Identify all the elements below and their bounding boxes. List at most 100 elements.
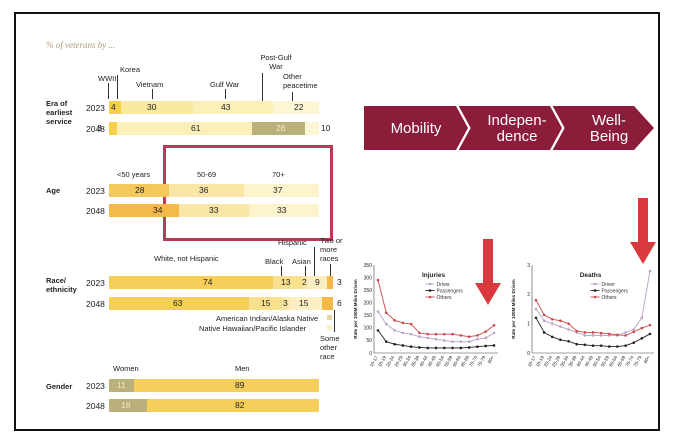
chart-1-legend-label: Passengers bbox=[602, 288, 629, 294]
chart-1-xtick: 80+ bbox=[643, 355, 651, 365]
era-marker-other: Other peacetime bbox=[283, 72, 318, 90]
chart-0-point-driver bbox=[384, 322, 388, 326]
chart-1-xtick: 18-19 bbox=[535, 355, 545, 368]
chart-0-legend-marker bbox=[428, 289, 432, 292]
chart-1-point-driver bbox=[550, 322, 554, 325]
race-2023-asian: 2 bbox=[302, 277, 307, 287]
race-group-black: Black bbox=[265, 257, 284, 266]
chart-0-point-others bbox=[384, 311, 388, 315]
era-2048-vietnam: 61 bbox=[191, 123, 201, 133]
chart-1-point-others bbox=[648, 323, 652, 327]
chart-0-point-driver bbox=[467, 340, 471, 343]
chart-0-point-others bbox=[409, 322, 413, 326]
gender-2023-women: 11 bbox=[117, 380, 126, 390]
chart-1-legend-marker bbox=[593, 295, 597, 299]
era-2023-other: 22 bbox=[294, 102, 304, 112]
race-group-asian: Asian bbox=[292, 257, 311, 266]
chart-0-point-passengers bbox=[459, 346, 463, 350]
era-2048-other: 10 bbox=[321, 123, 331, 133]
chart-1-point-others bbox=[591, 331, 595, 334]
gender-bar-2023: 11 89 bbox=[109, 379, 319, 392]
process-step-mobility bbox=[364, 106, 468, 150]
chart-1-point-driver bbox=[624, 331, 627, 334]
chart-1-point-passengers bbox=[567, 339, 570, 343]
race-tick-hispanic bbox=[314, 247, 315, 276]
chart-0-xtick: 60-64 bbox=[452, 355, 462, 368]
era-2048-wwii: 3 bbox=[97, 123, 102, 133]
chart-0-point-passengers bbox=[401, 344, 405, 347]
era-tick-gulf bbox=[225, 89, 226, 99]
gender-2048-men: 82 bbox=[235, 400, 245, 410]
chart-1-series-driver bbox=[535, 270, 651, 336]
age-bar-2023: 28 36 37 bbox=[109, 184, 319, 197]
chart-0-xtick: 45-49 bbox=[427, 355, 437, 368]
chart-1-xtick: 75-79 bbox=[633, 355, 643, 368]
chart-0-point-passengers bbox=[409, 345, 413, 349]
down-arrow-deaths bbox=[630, 198, 656, 264]
race-label: Race/ ethnicity bbox=[46, 276, 77, 294]
process-step-independence bbox=[458, 106, 562, 150]
process-label-independence: Indepen- dence bbox=[487, 112, 547, 145]
deaths-chart: Rate per 100M Miles Driven 0 1 2 3 16-1718-19… bbox=[511, 263, 654, 368]
chart-0-point-passengers bbox=[476, 345, 479, 349]
chart-0-ytick: 0 bbox=[369, 351, 372, 357]
chart-1-legend-marker bbox=[593, 289, 597, 292]
chart-0-ytick: 350 bbox=[364, 263, 373, 269]
age-group-50-69: 50-69 bbox=[197, 170, 217, 179]
race-2048-twoplus: 6 bbox=[337, 298, 342, 308]
chart-0-ytick: 200 bbox=[364, 301, 373, 307]
chart-0-point-passengers bbox=[492, 344, 496, 347]
chart-1-point-passengers bbox=[575, 342, 579, 346]
chart-0-point-driver bbox=[459, 340, 463, 343]
chart-1-xtick: 60-64 bbox=[608, 355, 618, 368]
chart-1-point-passengers bbox=[550, 335, 554, 339]
chart-0-point-others bbox=[442, 332, 446, 336]
chart-1-ylabel: Rate per 100M Miles Driven bbox=[511, 279, 516, 339]
era-marker-vietnam: Vietnam bbox=[136, 80, 164, 89]
race-note-aian: American Indian/Alaska Native bbox=[216, 314, 319, 323]
chart-1-point-driver bbox=[640, 316, 644, 320]
chart-1-ytick: 3 bbox=[527, 263, 530, 269]
gender-bar-2048: 18 82 bbox=[109, 399, 319, 412]
chart-1-point-passengers bbox=[542, 331, 546, 334]
chart-1-point-passengers bbox=[640, 337, 644, 340]
race-bar-2023: 74 13 2 9 3 bbox=[109, 276, 342, 289]
age-year-2023: 2023 bbox=[86, 186, 105, 196]
era-tick-vietnam bbox=[152, 89, 153, 99]
chart-1-xtick: 20-24 bbox=[543, 355, 553, 368]
chart-1-point-driver bbox=[648, 269, 652, 273]
chart-0-ytick: 250 bbox=[364, 288, 373, 294]
race-tick-twoplus bbox=[330, 264, 331, 276]
process-step-wellbeing bbox=[552, 106, 654, 150]
era-2023-gulf: 43 bbox=[221, 102, 231, 112]
chart-0-point-others bbox=[426, 332, 430, 336]
chart-1-point-others bbox=[616, 333, 619, 337]
race-note-nhpi: Native Hawaiian/Pacific Islander bbox=[199, 324, 307, 333]
chart-0-xtick: 65-69 bbox=[460, 355, 470, 368]
chart-0-point-driver bbox=[376, 310, 380, 313]
era-year-2048: 2048 bbox=[86, 124, 105, 134]
chart-1-point-others bbox=[567, 322, 570, 325]
race-2048-asian: 3 bbox=[283, 298, 288, 308]
gender-label: Gender bbox=[46, 382, 73, 391]
race-year-2048: 2048 bbox=[86, 299, 105, 309]
process-label-wellbeing: Well- Being bbox=[589, 112, 629, 145]
chart-0-point-passengers bbox=[418, 346, 421, 349]
race-tick-other bbox=[334, 310, 335, 332]
chart-1-point-driver bbox=[559, 325, 562, 328]
era-2023-wwii: 4 bbox=[111, 102, 116, 112]
era-label: Era of earliest service bbox=[46, 99, 73, 126]
chart-0-ytick: 300 bbox=[364, 275, 373, 281]
age-2023-50-69: 36 bbox=[199, 185, 209, 195]
chart-0-xtick: 50-54 bbox=[435, 355, 445, 368]
chart-0-point-driver bbox=[451, 340, 454, 343]
chart-1-xtick: 65-69 bbox=[616, 355, 626, 368]
chart-0-series-driver bbox=[377, 311, 495, 343]
race-2048-hispanic: 15 bbox=[299, 298, 309, 308]
age-2048-70plus: 33 bbox=[277, 205, 287, 215]
race-bar-2048: 63 15 3 15 6 bbox=[109, 297, 342, 310]
chart-1-point-others bbox=[583, 331, 587, 334]
age-2048-under50: 34 bbox=[153, 205, 163, 215]
chart-1-point-others bbox=[559, 319, 562, 323]
chart-0-point-driver bbox=[442, 339, 446, 342]
